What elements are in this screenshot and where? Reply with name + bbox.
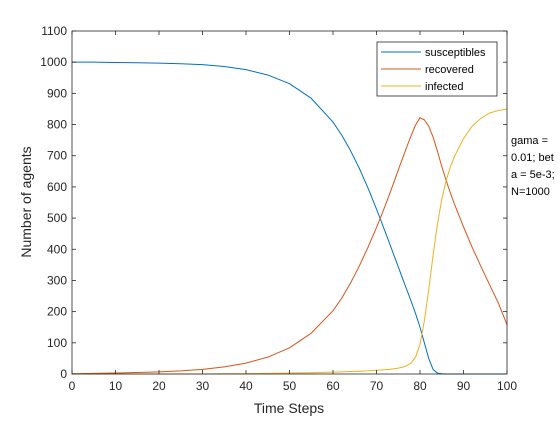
- y-tick-label: 800: [47, 118, 67, 132]
- x-tick-label: 70: [370, 379, 384, 393]
- legend-label-recovered: recovered: [425, 64, 474, 76]
- series-line-susceptibles: [72, 61, 507, 375]
- x-axis-label: Time Steps: [254, 400, 324, 416]
- y-axis-label: Number of agents: [18, 146, 34, 257]
- y-tick-label: 0: [60, 367, 67, 381]
- y-tick-label: 100: [47, 336, 67, 350]
- y-axis-ticks: 0 100 200 300 400 500 600 700 800 900 1000 1100: [40, 24, 507, 381]
- y-tick-label: 500: [47, 211, 67, 225]
- y-tick-label: 300: [47, 273, 67, 287]
- x-tick-label: 20: [152, 379, 166, 393]
- y-tick-label: 1000: [40, 55, 67, 69]
- legend-label-susceptibles: susceptibles: [425, 47, 486, 59]
- y-tick-label: 700: [47, 149, 67, 163]
- x-tick-label: 100: [497, 379, 517, 393]
- y-tick-label: 200: [47, 305, 67, 319]
- x-tick-label: 30: [196, 379, 210, 393]
- x-tick-label: 90: [457, 379, 471, 393]
- parameter-annotation: gama = 0.01; beta = 5e-3; N=1000: [511, 135, 555, 198]
- y-tick-label: 600: [47, 180, 67, 194]
- x-tick-label: 0: [69, 379, 76, 393]
- legend-label-infected: infected: [425, 81, 464, 93]
- legend: susceptibles recovered infected: [376, 41, 498, 97]
- x-tick-label: 50: [283, 379, 297, 393]
- x-tick-label: 80: [413, 379, 427, 393]
- y-tick-label: 1100: [41, 24, 67, 38]
- series-lines: [71, 61, 508, 375]
- series-line-infected: [72, 108, 508, 375]
- x-tick-label: 60: [326, 379, 340, 393]
- x-tick-label: 40: [239, 379, 253, 393]
- series-line-recovered: [71, 117, 508, 375]
- x-axis-ticks: 0 10 20 30 40 50 60 70 80 90 100: [69, 31, 517, 393]
- x-tick-label: 10: [109, 379, 123, 393]
- y-tick-label: 400: [47, 242, 67, 256]
- y-tick-label: 900: [47, 86, 67, 100]
- legend-entries: susceptibles recovered infected: [381, 47, 486, 93]
